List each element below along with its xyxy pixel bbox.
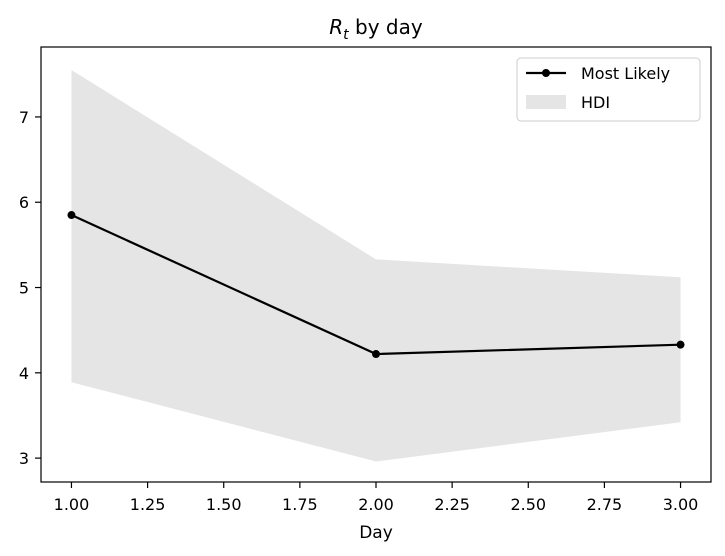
x-tick-label: 3.00 [663,495,699,514]
chart-title: Rt by day [329,15,423,43]
hdi-band [71,70,681,462]
title-subscript: t [343,27,349,43]
y-tick-label: 7 [19,108,29,127]
x-tick-label: 1.25 [130,495,166,514]
x-axis-ticks: 1.00 1.25 1.50 1.75 2.00 2.25 2.50 2.75 3.00 [54,482,699,514]
title-rest: by day [349,15,423,39]
x-tick-label: 2.25 [434,495,470,514]
x-tick-label: 2.75 [587,495,623,514]
data-point [676,340,685,349]
legend: Most Likely HDI [516,57,701,122]
y-tick-label: 4 [19,364,29,383]
title-main: R [329,15,343,39]
x-tick-label: 1.50 [206,495,242,514]
y-tick-label: 5 [19,279,29,298]
legend-label-hdi: HDI [581,93,610,112]
hdi-band-layer [71,70,681,462]
x-tick-label: 2.50 [510,495,546,514]
y-axis-ticks: 3 4 5 6 7 [19,108,41,468]
x-tick-label: 1.75 [282,495,318,514]
y-tick-label: 3 [19,449,29,468]
legend-marker-swatch [542,69,550,77]
legend-label-most-likely: Most Likely [581,64,670,83]
data-point [67,211,76,220]
points-layer [67,211,685,359]
legend-band-swatch [526,95,566,109]
x-axis-label: Day [359,523,393,543]
y-tick-label: 6 [19,193,29,212]
data-point [372,350,380,359]
x-tick-label: 1.00 [54,495,90,514]
x-tick-label: 2.00 [358,495,394,514]
